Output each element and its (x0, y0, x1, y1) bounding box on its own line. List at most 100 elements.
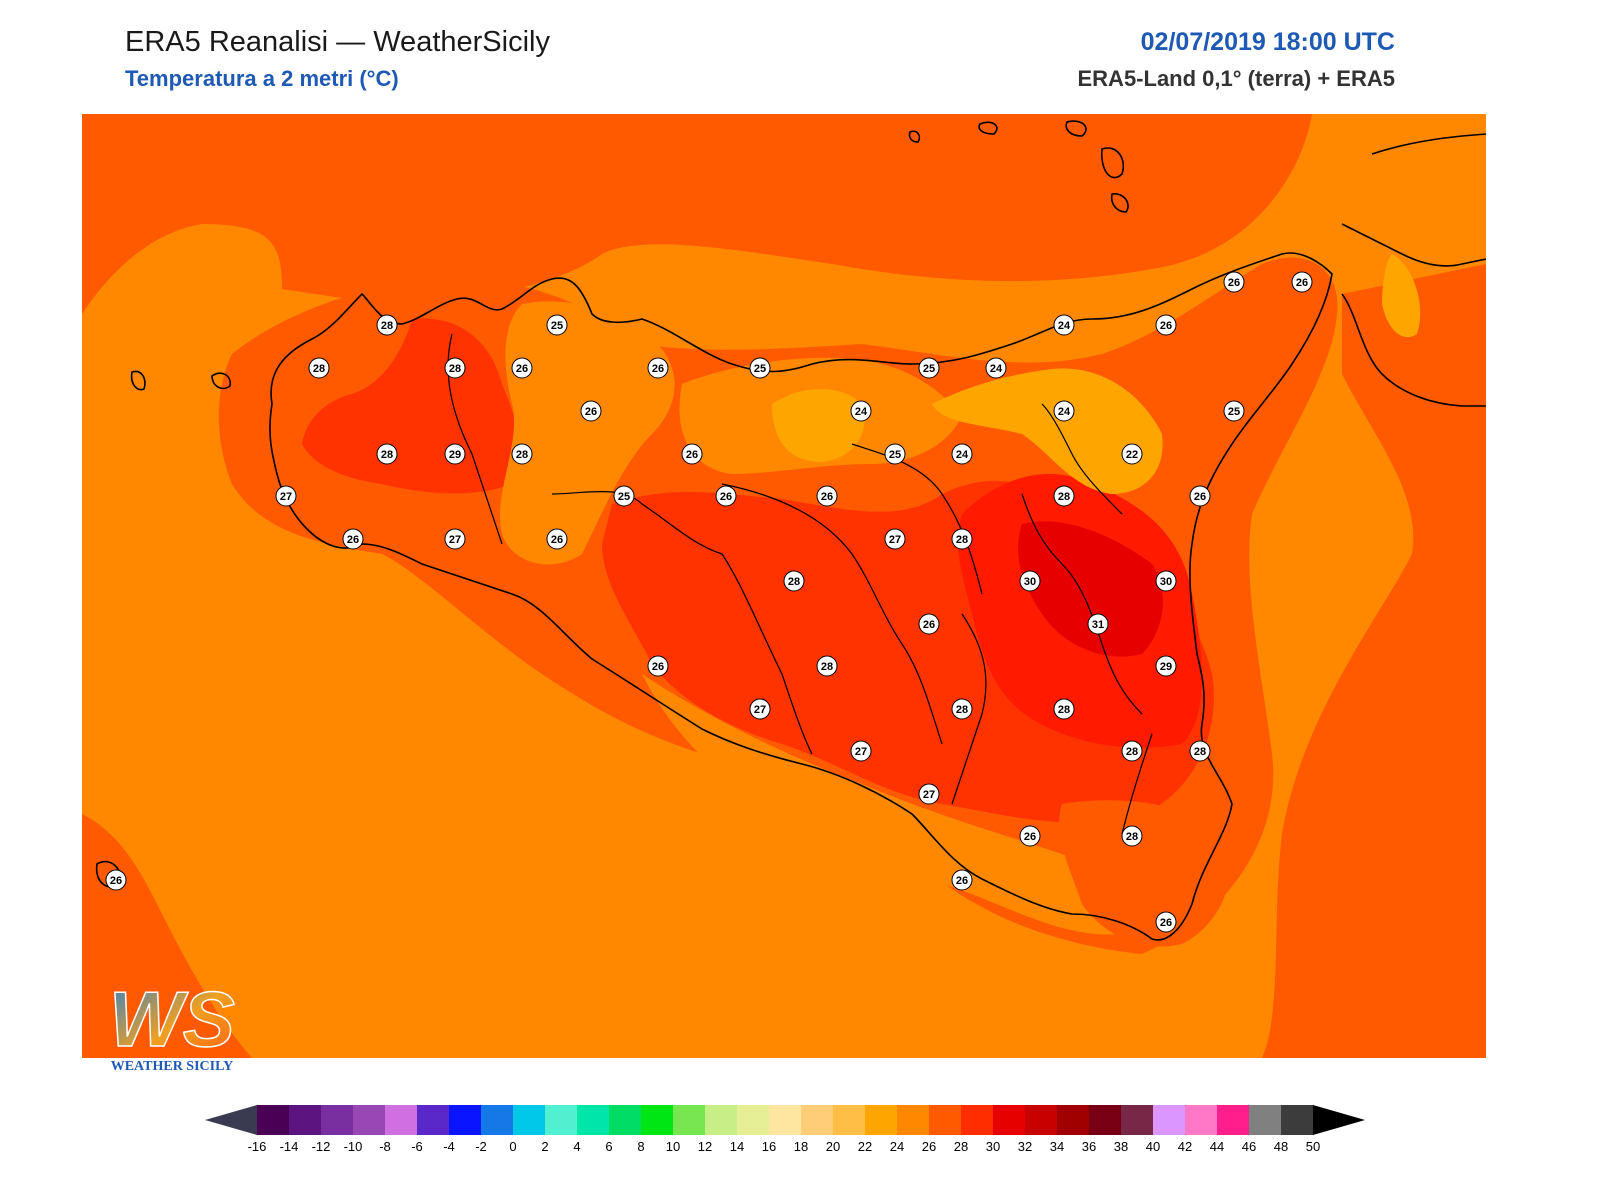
map-subtitle: Temperatura a 2 metri (°C) (125, 66, 399, 91)
colorbar-tick-label: -16 (248, 1139, 267, 1154)
station-value: 26 (585, 406, 597, 418)
station-circle (1053, 400, 1075, 422)
colorbar-segment (769, 1105, 801, 1135)
station-value: 27 (280, 491, 292, 503)
colorbar-tick-label: 48 (1274, 1139, 1288, 1154)
station-marker: 24 (985, 357, 1007, 379)
station-value: 28 (956, 534, 968, 546)
logo-text: WEATHER SICILY (111, 1059, 234, 1074)
station-value: 28 (1194, 746, 1206, 758)
station-circle (1019, 570, 1041, 592)
station-value: 22 (1126, 449, 1138, 461)
station-marker: 27 (884, 528, 906, 550)
colorbar-segment (737, 1105, 769, 1135)
station-circle (1019, 825, 1041, 847)
colorbar-tick-label: -14 (280, 1139, 299, 1154)
colorbar-segment (417, 1105, 449, 1135)
station-marker: 24 (1053, 400, 1075, 422)
colorbar-tick-label: 16 (762, 1139, 776, 1154)
colorbar-segment (961, 1105, 993, 1135)
colorbar-tick-label: 8 (637, 1139, 644, 1154)
station-circle (1223, 400, 1245, 422)
station-marker: 25 (613, 485, 635, 507)
field-pantelleria-26 (82, 814, 142, 916)
station-circle (613, 485, 635, 507)
station-marker: 28 (951, 528, 973, 550)
station-value: 28 (788, 576, 800, 588)
egadi-island-2 (130, 370, 146, 391)
station-circle (884, 528, 906, 550)
colorbar-tick-label: 30 (986, 1139, 1000, 1154)
station-circle (715, 485, 737, 507)
station-circle (1155, 314, 1177, 336)
station-marker: 28 (511, 443, 533, 465)
field-sea-northeast (1262, 264, 1486, 1058)
station-marker: 25 (546, 314, 568, 336)
colorbar-segment (929, 1105, 961, 1135)
station-value: 24 (1058, 406, 1071, 418)
station-circle (918, 613, 940, 635)
station-circle (275, 485, 297, 507)
station-circle (511, 443, 533, 465)
station-marker: 26 (918, 613, 940, 635)
station-marker: 25 (884, 443, 906, 465)
station-circle (308, 357, 330, 379)
station-marker: 25 (1223, 400, 1245, 422)
station-value: 24 (956, 449, 969, 461)
field-nebrodi-22 (932, 368, 1163, 494)
station-value: 26 (516, 363, 528, 375)
station-circle (951, 443, 973, 465)
logo-letters: WS (109, 982, 235, 1063)
station-value: 25 (923, 363, 935, 375)
station-value: 26 (110, 875, 122, 887)
station-marker: 29 (1155, 655, 1177, 677)
colorbar-tick-label: 6 (605, 1139, 612, 1154)
station-circle (783, 570, 805, 592)
colorbar-under-arrow (205, 1105, 257, 1135)
station-circle (884, 443, 906, 465)
colorbar-segment (705, 1105, 737, 1135)
station-circle (1053, 485, 1075, 507)
colorbar-segment (641, 1105, 673, 1135)
colorbar-segment (1217, 1105, 1249, 1135)
colorbar-tick-label: -12 (312, 1139, 331, 1154)
colorbar-segment (353, 1105, 385, 1135)
valid-datetime: 02/07/2019 18:00 UTC (1140, 28, 1395, 56)
station-value: 24 (1058, 320, 1071, 332)
station-circle (342, 528, 364, 550)
station-marker: 27 (444, 528, 466, 550)
station-marker: 25 (749, 357, 771, 379)
colorbar-segment (993, 1105, 1025, 1135)
station-marker: 26 (647, 357, 669, 379)
colorbar-segment (1249, 1105, 1281, 1135)
calabria-coast (1341, 133, 1486, 407)
colorbar-segment (289, 1105, 321, 1135)
temperature-colorbar: -16 -14 -12 -10 -8 -6 -4 -2 0 2 4 6 8 10 12 14 16 18 20 22 2… (205, 1105, 1365, 1154)
station-circle (918, 357, 940, 379)
colorbar-segment (577, 1105, 609, 1135)
station-marker: 24 (951, 443, 973, 465)
colorbar-tick-label: 36 (1082, 1139, 1096, 1154)
colorbar-tick-label: 32 (1018, 1139, 1032, 1154)
station-value: 26 (923, 619, 935, 631)
colorbar-segment (545, 1105, 577, 1135)
province-borders (447, 333, 1153, 835)
station-circle (951, 869, 973, 891)
station-value: 28 (1058, 704, 1070, 716)
station-value: 26 (956, 875, 968, 887)
station-circle (376, 314, 398, 336)
station-marker: 30 (1155, 570, 1177, 592)
colorbar-tick-label: 20 (826, 1139, 840, 1154)
colorbar-segment (1185, 1105, 1217, 1135)
station-value: 25 (1228, 406, 1240, 418)
station-value: 28 (381, 320, 393, 332)
station-value: 24 (990, 363, 1003, 375)
colorbar-segment (321, 1105, 353, 1135)
colorbar-segment (513, 1105, 545, 1135)
colorbar-over-arrow (1313, 1105, 1365, 1135)
station-marker: 27 (275, 485, 297, 507)
station-circle (546, 314, 568, 336)
station-circle (580, 400, 602, 422)
station-value: 30 (1160, 576, 1172, 588)
station-marker: 30 (1019, 570, 1041, 592)
